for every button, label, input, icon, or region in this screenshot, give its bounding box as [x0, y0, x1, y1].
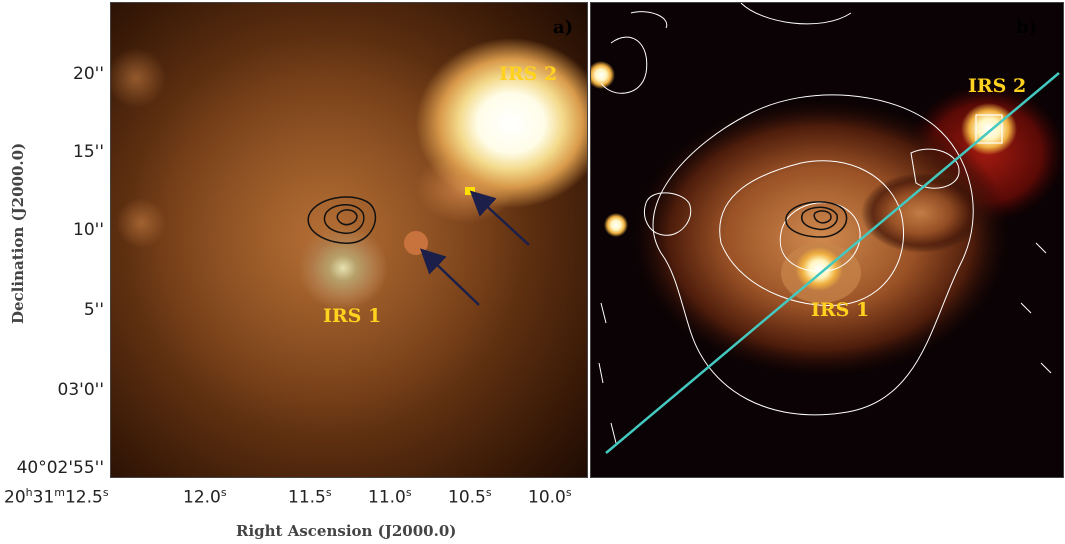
irs1-label: IRS 1: [323, 305, 382, 327]
x-tick-label: 11.5s: [288, 486, 332, 508]
y-axis-title: Declination (J2000.0): [9, 142, 27, 324]
panel-a-image: a) IRS 2 IRS 1: [110, 2, 588, 478]
x-tick-label: 10.0s: [528, 486, 572, 508]
panel-b-canvas: [591, 3, 1063, 477]
y-tick-label: 10'': [73, 220, 104, 240]
y-tick-label: 03'0'': [57, 380, 104, 400]
irs2-label-b: IRS 2: [968, 75, 1027, 97]
y-tick-label: 20'': [73, 64, 104, 84]
panel-a-label: a): [553, 17, 574, 38]
y-tick-label: 40°02'55'': [16, 458, 104, 478]
irs2-label: IRS 2: [499, 63, 558, 85]
panel-b-image: b) IRS 2 IRS 1: [590, 2, 1064, 478]
arrow-upper: [469, 190, 530, 246]
y-tick-label: 15'': [73, 142, 104, 162]
marker-square: [465, 187, 475, 195]
x-tick-label: 10.5s: [448, 486, 492, 508]
panel-b-label: b): [1016, 17, 1038, 38]
cut-line: [605, 72, 1060, 454]
panel-a-canvas: [111, 3, 587, 477]
x-tick-label: 12.0s: [183, 486, 227, 508]
arrow-lower: [419, 248, 480, 306]
irs1-label-b: IRS 1: [811, 299, 870, 321]
x-tick-label: 11.0s: [368, 486, 412, 508]
x-tick-label: 20h31m12.5s: [4, 486, 109, 508]
y-tick-label: 5'': [83, 300, 104, 320]
x-axis-title: Right Ascension (J2000.0): [236, 522, 457, 540]
